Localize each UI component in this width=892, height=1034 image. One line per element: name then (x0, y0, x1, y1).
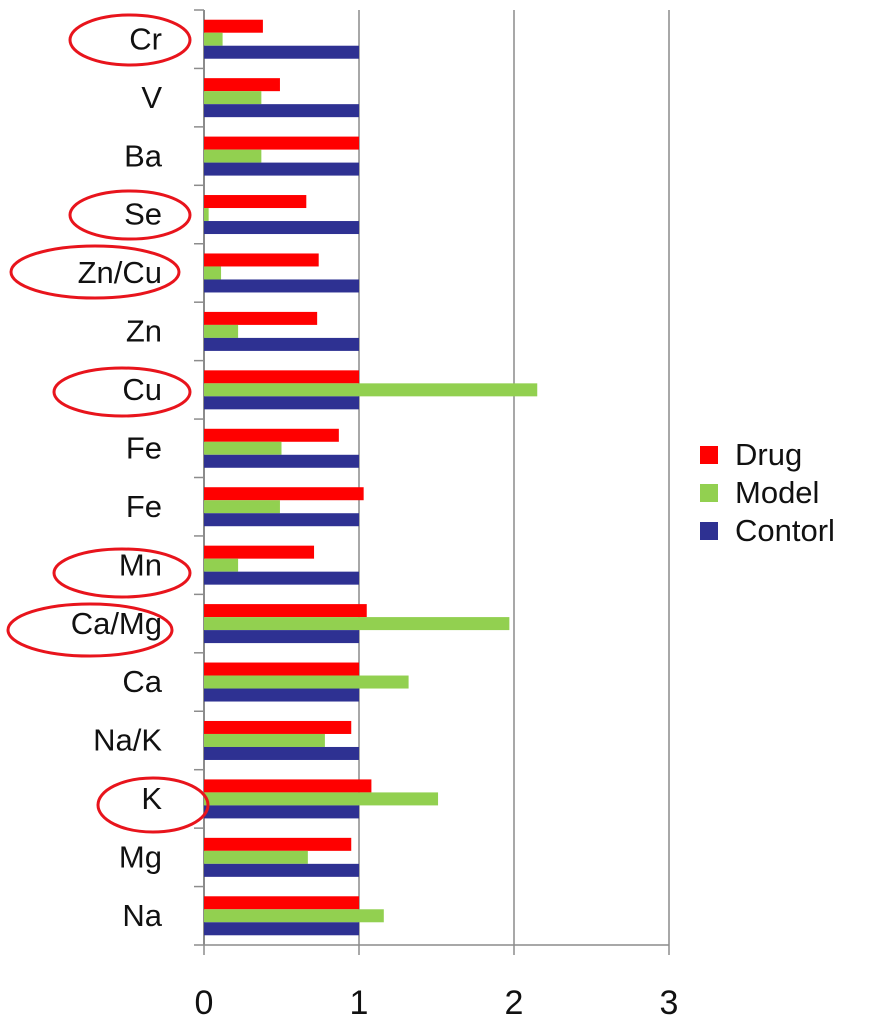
bar (204, 208, 209, 222)
bar (204, 513, 359, 527)
bar (204, 149, 262, 163)
bar (204, 487, 364, 501)
bar (204, 909, 384, 923)
bar (204, 675, 409, 689)
bar (204, 136, 359, 150)
y-tick-label: Zn/Cu (78, 255, 162, 290)
bar (204, 662, 359, 676)
y-tick-label: Mg (119, 840, 162, 875)
bar (204, 279, 359, 293)
bar (204, 104, 359, 118)
annotations (6, 13, 210, 834)
x-tick-label: 3 (660, 984, 679, 1022)
highlight-ellipse (52, 366, 192, 418)
legend-label: Contorl (735, 513, 835, 548)
bar (204, 746, 359, 760)
x-tick-label: 1 (350, 984, 369, 1022)
y-tick-label: Cu (122, 372, 162, 407)
bar (204, 253, 319, 267)
highlight-ellipse (9, 244, 181, 300)
bar (204, 396, 359, 410)
bar (204, 195, 307, 209)
bar (204, 45, 359, 59)
legend-swatch (700, 522, 718, 540)
highlight-ellipse (52, 547, 192, 599)
bar (204, 688, 359, 702)
bar (204, 19, 263, 33)
bar (204, 78, 280, 92)
bar (204, 454, 359, 468)
y-tick-label: K (141, 781, 162, 816)
bar (204, 805, 359, 819)
bar (204, 571, 359, 585)
bar (204, 324, 239, 338)
bar (204, 617, 510, 631)
bar (204, 837, 352, 851)
bar (204, 500, 280, 514)
bar (204, 922, 359, 936)
y-tick-label: Zn (126, 314, 162, 349)
highlight-ellipse (68, 13, 192, 67)
bar (204, 863, 359, 877)
bar (204, 162, 359, 176)
legend-label: Drug (735, 437, 802, 472)
bar (204, 441, 282, 455)
bar (204, 558, 239, 572)
bar (204, 779, 372, 793)
x-tick-label: 0 (195, 984, 214, 1022)
y-tick-label: Cr (129, 21, 162, 56)
y-tick-label: Ca (122, 664, 162, 699)
bar (204, 733, 325, 747)
highlight-ellipse (96, 776, 210, 834)
y-tick-label: Fe (126, 430, 162, 465)
plot: 0 1 2 3CrVBaSeZn/CuZnCuFeFeMnCa/MgCaNa/KKMg… (71, 9, 835, 1022)
bar (204, 221, 359, 235)
y-tick-label: Fe (126, 489, 162, 524)
y-tick-label: Se (124, 197, 162, 232)
bar (204, 428, 339, 442)
legend-swatch (700, 446, 718, 464)
legend-swatch (700, 484, 718, 502)
highlight-ellipse (6, 602, 174, 658)
bar (204, 720, 352, 734)
y-tick-label: Na/K (93, 723, 162, 758)
bar (204, 792, 439, 806)
bar (204, 545, 315, 559)
bar (204, 630, 359, 644)
bar (204, 91, 262, 105)
y-tick-label: Na (122, 898, 162, 933)
bar (204, 32, 223, 46)
bar (204, 370, 359, 384)
bar (204, 311, 318, 325)
legend-label: Model (735, 475, 819, 510)
highlight-ellipse (68, 189, 192, 241)
bar (204, 604, 367, 618)
y-tick-label: Ba (124, 138, 163, 173)
bar (204, 850, 308, 864)
bar (204, 266, 222, 280)
bar (204, 383, 538, 397)
y-tick-label: V (141, 80, 162, 115)
bar (204, 896, 359, 910)
bar (204, 337, 359, 351)
x-tick-label: 2 (505, 984, 524, 1022)
